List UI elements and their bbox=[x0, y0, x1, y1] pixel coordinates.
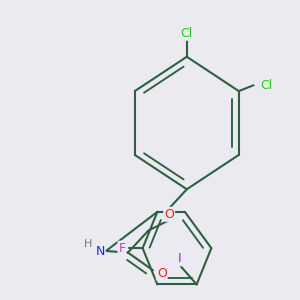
Text: N: N bbox=[95, 244, 105, 258]
Text: H: H bbox=[84, 239, 92, 249]
Text: Cl: Cl bbox=[261, 79, 273, 92]
Text: O: O bbox=[157, 267, 167, 280]
Text: I: I bbox=[178, 252, 182, 265]
Text: Cl: Cl bbox=[181, 27, 193, 40]
Text: F: F bbox=[118, 242, 126, 255]
Text: O: O bbox=[164, 208, 174, 221]
